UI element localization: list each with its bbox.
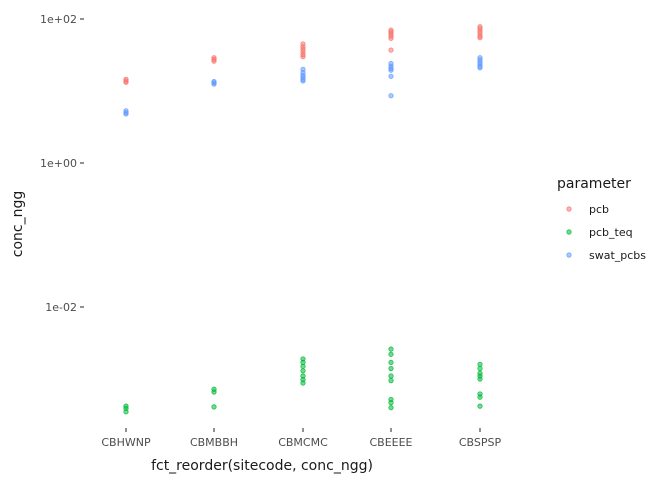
- y-tick-label: 1e-02: [45, 301, 77, 314]
- x-axis-title: fct_reorder(sitecode, conc_ngg): [151, 458, 373, 474]
- data-point: [477, 365, 483, 372]
- data-point: [388, 359, 394, 366]
- data-point: [388, 67, 394, 73]
- series-swat_pcbs: [123, 55, 483, 117]
- data-point: [300, 78, 306, 84]
- data-point: [388, 93, 394, 99]
- data-point: [211, 404, 217, 410]
- legend-label-swat_pcbs: swat_pcbs: [589, 249, 646, 262]
- y-axis-title: conc_ngg: [10, 191, 26, 257]
- y-axis: 1e+02 1e+00 1e-02: [40, 13, 84, 314]
- data-point: [123, 409, 129, 415]
- data-point: [388, 73, 394, 79]
- data-point: [211, 81, 217, 87]
- data-point: [211, 58, 217, 64]
- data-points: [123, 24, 483, 415]
- data-point: [477, 394, 483, 400]
- data-point: [477, 376, 483, 382]
- data-point: [388, 373, 394, 379]
- x-tick-label: CBEEEE: [369, 436, 412, 449]
- legend-key-pcb_teq: [566, 229, 572, 235]
- data-point: [477, 35, 483, 41]
- data-point: [388, 346, 394, 352]
- data-point: [300, 54, 306, 60]
- y-tick-label: 1e+02: [40, 13, 77, 26]
- x-tick-label: CBSPSP: [459, 436, 502, 449]
- data-point: [388, 400, 394, 406]
- data-point: [123, 111, 129, 117]
- data-point: [477, 65, 483, 71]
- data-point: [477, 403, 483, 409]
- data-point: [300, 380, 306, 386]
- legend-label-pcb: pcb: [589, 203, 609, 216]
- data-point: [388, 378, 394, 384]
- x-tick-label: CBMBBH: [190, 436, 238, 449]
- data-point: [123, 79, 129, 85]
- x-tick-label: CBMCMC: [278, 436, 328, 449]
- data-point: [211, 389, 217, 395]
- data-point: [388, 351, 394, 357]
- legend-key-pcb: [566, 206, 572, 212]
- data-point: [300, 363, 306, 369]
- data-point: [388, 405, 394, 411]
- data-point: [300, 368, 306, 374]
- data-point: [388, 35, 394, 41]
- data-point: [388, 47, 394, 53]
- series-pcb: [123, 24, 483, 85]
- x-tick-label: CBHWNP: [101, 436, 151, 449]
- y-tick-label: 1e+00: [40, 157, 77, 170]
- legend-title: parameter: [557, 176, 631, 192]
- x-axis: CBHWNP CBMBBH CBMCMC CBEEEE CBSPSP: [101, 428, 501, 449]
- data-point: [388, 365, 394, 372]
- legend-label-pcb_teq: pcb_teq: [589, 226, 633, 239]
- legend: parameter pcb pcb_teq swat_pcbs: [557, 176, 646, 262]
- data-point: [477, 361, 483, 367]
- legend-key-swat_pcbs: [566, 252, 572, 258]
- series-pcb_teq: [123, 346, 483, 415]
